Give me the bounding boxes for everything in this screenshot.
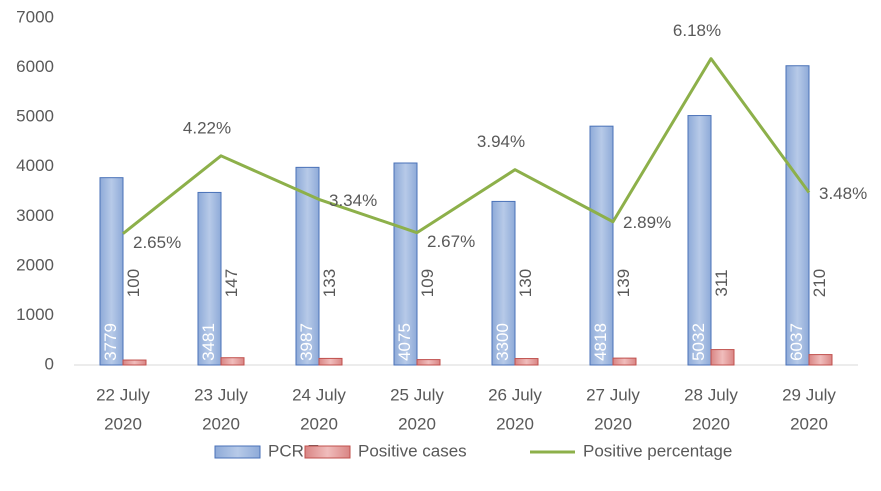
bar-value-label: 139 [614, 269, 633, 297]
line-value-label: 3.48% [819, 184, 867, 203]
bar [295, 166, 320, 366]
legend-swatch [304, 445, 351, 459]
bar-value-label: 3300 [493, 323, 512, 361]
bar [416, 359, 441, 366]
bar [612, 357, 637, 366]
x-tick-label: 24 July [292, 385, 346, 404]
legend-label: Positive cases [358, 441, 467, 460]
x-tick-label: 2020 [692, 414, 730, 433]
x-tick-label: 25 July [390, 385, 444, 404]
bar [710, 349, 735, 366]
bar [808, 354, 833, 366]
bar-value-label: 130 [516, 269, 535, 297]
line-value-label: 2.89% [623, 213, 671, 232]
y-tick-label: 2000 [16, 255, 54, 274]
bar-value-label: 147 [222, 269, 241, 297]
bar [393, 162, 418, 366]
bar [687, 115, 712, 366]
bar-value-label: 3779 [101, 323, 120, 361]
bar-value-label: 100 [124, 269, 143, 297]
bar [514, 358, 539, 366]
x-tick-label: 2020 [790, 414, 828, 433]
bar-value-label: 4818 [591, 323, 610, 361]
bar-value-label: 311 [712, 269, 731, 296]
x-tick-label: 2020 [202, 414, 240, 433]
bar [99, 177, 124, 366]
bar [122, 359, 147, 366]
bar-value-label: 133 [320, 269, 339, 297]
y-tick-label: 4000 [16, 156, 54, 175]
line-value-label: 3.94% [477, 132, 525, 151]
bar [785, 65, 810, 366]
line-value-label: 2.65% [133, 233, 181, 252]
bar-value-label: 6037 [787, 323, 806, 361]
bar-value-label: 5032 [689, 323, 708, 361]
line-series [122, 57, 811, 235]
bar-value-label: 4075 [395, 323, 414, 361]
line-value-label: 4.22% [183, 118, 231, 137]
y-tick-label: 1000 [16, 305, 54, 324]
x-tick-label: 22 July [96, 385, 150, 404]
bar-value-label: 3481 [199, 323, 218, 361]
x-tick-label: 2020 [398, 414, 436, 433]
y-tick-label: 3000 [16, 206, 54, 225]
x-tick-label: 23 July [194, 385, 248, 404]
x-tick-label: 2020 [104, 414, 142, 433]
bar-value-label: 210 [810, 269, 829, 297]
x-tick-label: 2020 [496, 414, 534, 433]
x-tick-label: 2020 [594, 414, 632, 433]
x-tick-label: 27 July [586, 385, 640, 404]
bar [491, 200, 516, 366]
bar [197, 191, 222, 366]
line-value-label: 6.18% [673, 21, 721, 40]
x-tick-label: 29 July [782, 385, 836, 404]
y-tick-label: 7000 [16, 7, 54, 26]
x-tick-label: 2020 [300, 414, 338, 433]
y-tick-label: 5000 [16, 107, 54, 126]
bar [589, 125, 614, 366]
line-value-label: 3.34% [329, 191, 377, 210]
legend-label: Positive percentage [583, 441, 732, 460]
line-value-label: 2.67% [427, 232, 475, 251]
y-tick-label: 0 [45, 354, 54, 373]
x-tick-label: 28 July [684, 385, 738, 404]
legend-swatch [214, 445, 261, 459]
bar [318, 357, 343, 366]
bar-value-label: 3987 [297, 323, 316, 361]
x-tick-label: 26 July [488, 385, 542, 404]
y-tick-label: 6000 [16, 57, 54, 76]
bar-value-label: 109 [418, 269, 437, 297]
bar [220, 357, 245, 366]
